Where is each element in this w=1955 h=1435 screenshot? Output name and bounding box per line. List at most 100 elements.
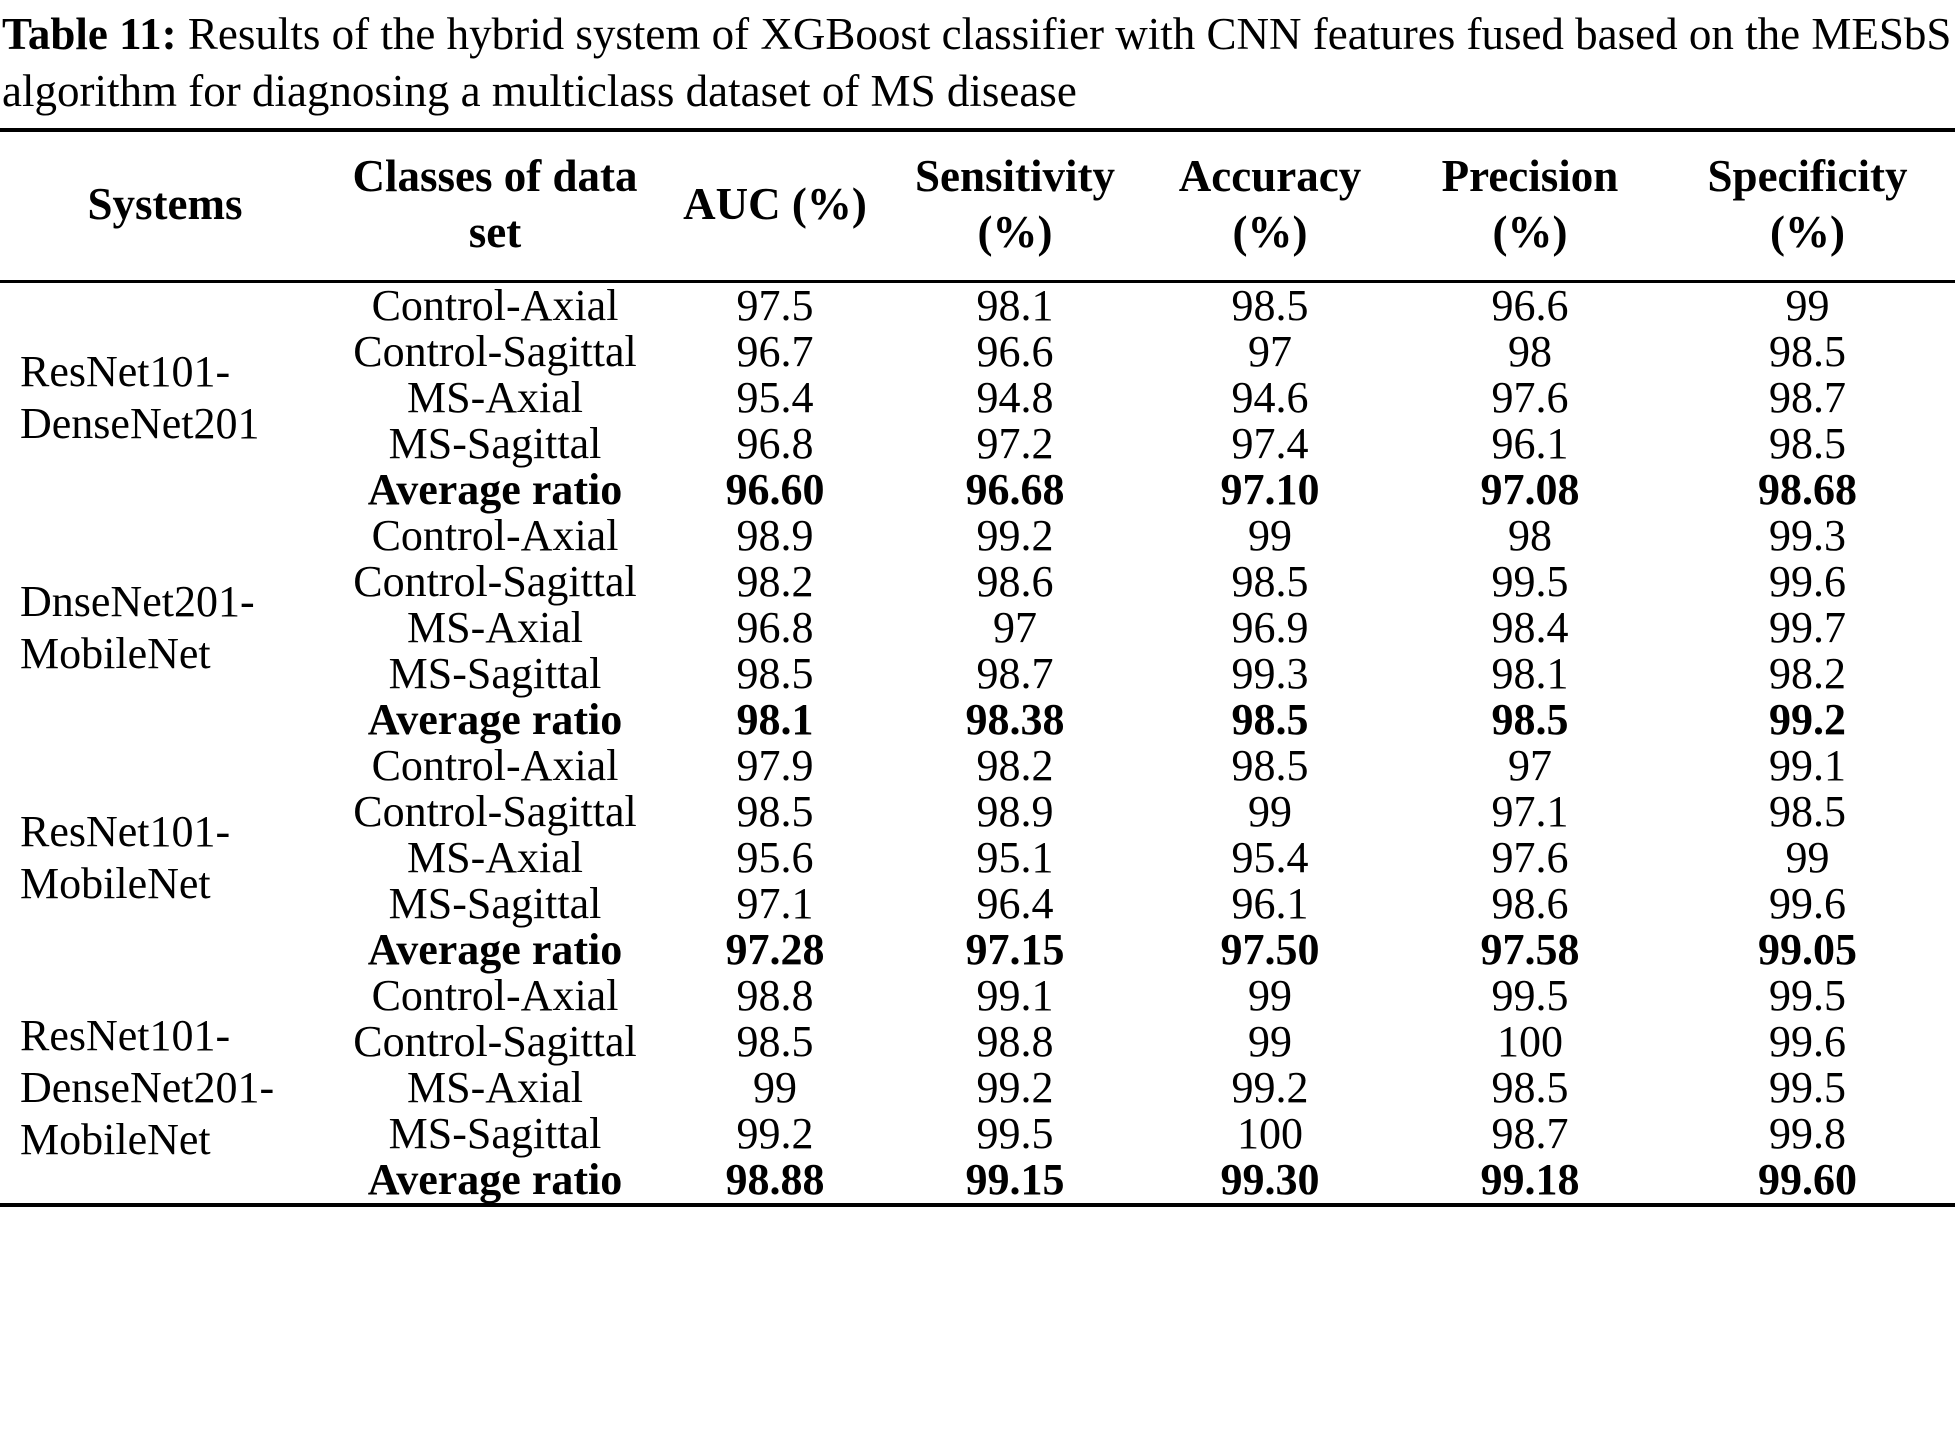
value-cell: 96.60 [725,465,825,514]
value-cell: 97.2 [976,419,1054,468]
value-cell: 97 [993,603,1037,652]
value-cell: 97.08 [1480,465,1580,514]
value-cell: 99.5 [976,1109,1054,1158]
value-cell: 98.5 [736,1017,814,1066]
table-row: MS-Axial 96.8 97 96.9 98.4 99.7 [0,605,1955,651]
column-header-systems: Systems [0,130,330,283]
value-cell: 98.5 [1769,419,1846,468]
value-cell: 98.9 [976,787,1054,836]
value-cell: 99 [1785,281,1830,330]
class-cell: Control-Sagittal [353,557,637,606]
average-row: Average ratio 98.1 98.38 98.5 98.5 99.2 [0,697,1955,743]
value-cell: 97.6 [1491,373,1569,422]
table-row: ResNet101- DenseNet201 Control-Axial 97.5 98… [0,281,1955,448]
value-cell: 98.4 [1491,603,1569,652]
value-cell: 98.8 [736,971,814,1020]
column-header-accuracy: Accuracy (%) [1140,130,1400,283]
value-cell: 94.8 [976,373,1054,422]
value-cell: 99.30 [1220,1155,1320,1204]
class-cell: Average ratio [367,465,623,514]
value-cell: 97.9 [736,741,814,790]
value-cell: 97.28 [725,925,825,974]
system-name-line: MobileNet [20,629,211,678]
value-cell: 98 [1508,327,1552,376]
value-cell: 98.6 [1491,879,1569,928]
class-cell: Control-Sagittal [353,1017,637,1066]
value-cell: 99.18 [1480,1155,1580,1204]
system-name-line: MobileNet [20,859,211,908]
column-header-line: set [468,207,522,257]
class-cell: MS-Axial [407,373,583,422]
system-cell: DnseNet201- MobileNet [0,513,330,743]
table-row: MS-Sagittal 97.1 96.4 96.1 98.6 99.6 [0,881,1955,927]
system-cell: ResNet101- MobileNet [0,743,330,973]
value-cell: 98 [1508,511,1552,560]
class-cell: Control-Axial [371,281,619,330]
value-cell: 99 [753,1063,797,1112]
column-header-line: AUC (%) [683,179,867,229]
value-cell: 99.2 [976,511,1054,560]
value-cell: 99.6 [1769,1017,1846,1066]
value-cell: 97.6 [1491,833,1569,882]
table-row: ResNet101- DenseNet201- MobileNet Control-A… [0,971,1955,1165]
value-cell: 97 [1248,327,1292,376]
column-header-line: (%) [977,207,1053,257]
class-cell: Control-Axial [371,741,619,790]
column-header-line: Accuracy [1178,151,1362,201]
system-name-line: DenseNet201- [20,1063,275,1112]
value-cell: 98.1 [736,695,814,744]
value-cell: 98.38 [965,695,1065,744]
class-cell: Average ratio [367,695,623,744]
value-cell: 95.4 [736,373,814,422]
value-cell: 96.8 [736,419,814,468]
value-cell: 99.2 [1231,1063,1309,1112]
table-row: MS-Sagittal 98.5 98.7 99.3 98.1 98.2 [0,651,1955,697]
table-row: MS-Axial 95.4 94.8 94.6 97.6 98.7 [0,375,1955,421]
value-cell: 98.7 [976,649,1054,698]
value-cell: 99.8 [1769,1109,1846,1158]
column-header-precision: Precision (%) [1400,130,1660,283]
value-cell: 95.4 [1231,833,1309,882]
value-cell: 98.2 [736,557,814,606]
value-cell: 97.15 [965,925,1065,974]
class-cell: Control-Axial [371,511,619,560]
value-cell: 99 [1248,1017,1292,1066]
class-cell: Control-Sagittal [353,327,637,376]
value-cell: 99.5 [1491,557,1569,606]
value-cell: 98.7 [1491,1109,1569,1158]
table-caption: Table 11: Results of the hybrid system o… [0,0,1955,128]
value-cell: 99.2 [1769,695,1846,744]
value-cell: 99.5 [1769,1063,1846,1112]
column-header-line: Precision [1441,151,1619,201]
class-cell: Control-Sagittal [353,787,637,836]
value-cell: 99.1 [1769,741,1846,790]
value-cell: 99 [1248,787,1292,836]
value-cell: 99.2 [976,1063,1054,1112]
value-cell: 99.60 [1758,1155,1857,1204]
class-cell: MS-Axial [407,1063,583,1112]
value-cell: 98.88 [725,1155,825,1204]
value-cell: 98.5 [736,649,814,698]
class-cell: Average ratio [367,1155,623,1204]
value-cell: 98.2 [1769,649,1846,698]
value-cell: 94.6 [1231,373,1309,422]
value-cell: 99.15 [965,1155,1065,1204]
value-cell: 97.10 [1220,465,1320,514]
value-cell: 98.1 [976,281,1054,330]
value-cell: 98.5 [1231,281,1309,330]
value-cell: 96.6 [1491,281,1569,330]
table-row: MS-Axial 95.6 95.1 95.4 97.6 99 [0,835,1955,881]
value-cell: 98.5 [736,787,814,836]
class-cell: MS-Sagittal [388,879,602,928]
value-cell: 96.1 [1491,419,1569,468]
value-cell: 96.4 [976,879,1054,928]
value-cell: 99 [1785,833,1830,882]
class-cell: Control-Axial [371,971,619,1020]
value-cell: 97.1 [736,879,814,928]
table-row: Control-Sagittal 98.5 98.9 99 97.1 98.5 [0,789,1955,835]
column-header-line: Sensitivity [914,151,1116,201]
column-header-line: (%) [1232,207,1308,257]
system-name-line: MobileNet [20,1115,211,1164]
value-cell: 96.6 [976,327,1054,376]
column-header-specificity: Specificity (%) [1660,130,1955,283]
